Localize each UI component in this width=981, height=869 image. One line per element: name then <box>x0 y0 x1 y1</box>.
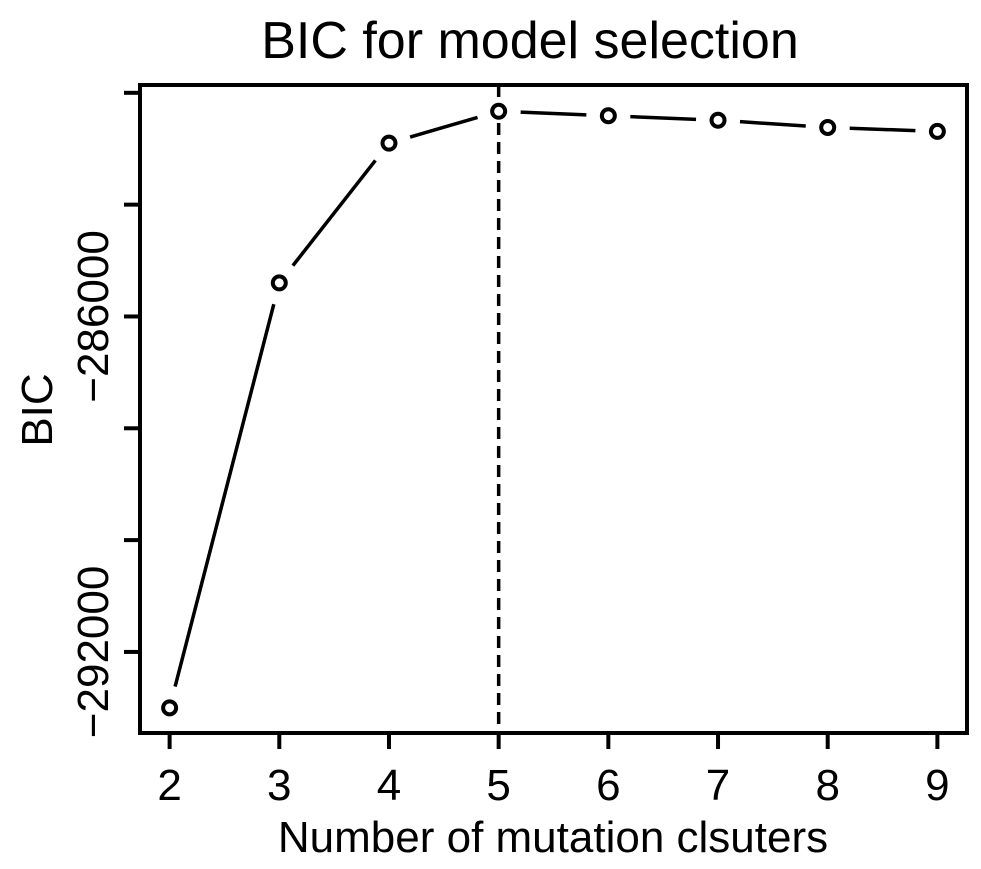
data-point <box>161 699 179 717</box>
data-point <box>709 111 727 129</box>
series-line <box>173 110 916 687</box>
series-segment <box>291 159 377 267</box>
series-segment <box>849 126 916 133</box>
data-point <box>490 102 508 120</box>
y-axis: −292000 −286000 <box>69 90 142 739</box>
chart-title: BIC for model selection <box>261 12 799 70</box>
x-tick-label: 8 <box>815 761 839 810</box>
series-points <box>161 102 946 717</box>
data-point <box>380 134 398 152</box>
series-segment <box>520 110 587 117</box>
x-tick-label: 9 <box>925 761 949 810</box>
series-segment <box>409 115 479 139</box>
data-point <box>599 107 617 125</box>
data-point <box>819 118 837 136</box>
series-segment <box>630 114 697 122</box>
x-axis-label: Number of mutation clsuters <box>278 813 828 862</box>
data-point <box>270 274 288 292</box>
x-tick-label: 3 <box>267 761 291 810</box>
series-segment <box>739 119 806 128</box>
x-tick-label: 2 <box>157 761 181 810</box>
y-tick-label: −292000 <box>69 566 118 739</box>
data-point <box>928 122 946 140</box>
series-segment <box>173 303 276 687</box>
x-tick-label: 5 <box>486 761 510 810</box>
plot-frame <box>138 83 969 735</box>
x-axis: 2 3 4 5 6 7 8 9 <box>157 731 950 810</box>
x-tick-label: 7 <box>706 761 730 810</box>
x-tick-label: 6 <box>596 761 620 810</box>
y-tick-label: −286000 <box>69 230 118 403</box>
y-axis-label: BIC <box>13 373 62 446</box>
x-tick-label: 4 <box>377 761 401 810</box>
